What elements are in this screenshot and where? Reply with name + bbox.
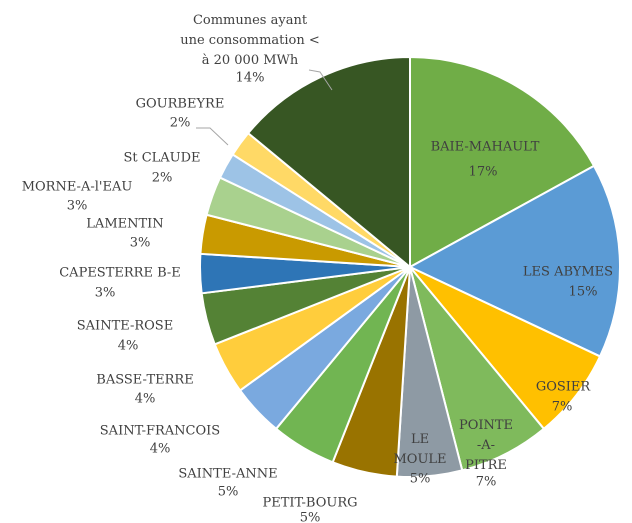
category-label: POINTE -A-PITRE	[459, 418, 513, 473]
category-label: CAPESTERRE B-E	[59, 266, 181, 281]
leader-line	[196, 127, 229, 146]
value-label: 4%	[118, 339, 139, 354]
value-label: 4%	[150, 442, 171, 457]
value-label: 15%	[569, 285, 598, 300]
category-label: SAINT-FRANCOIS	[100, 424, 220, 439]
category-label: MORNE-A-l'EAU	[22, 180, 133, 195]
value-label: 7%	[552, 400, 573, 415]
category-label: GOURBEYRE	[136, 97, 225, 112]
value-label: 5%	[300, 511, 321, 523]
value-label: 14%	[236, 71, 265, 86]
value-label: 4%	[135, 392, 156, 407]
category-label: LAMENTIN	[86, 217, 163, 232]
value-label: 7%	[476, 475, 497, 490]
pie-slice	[409, 55, 596, 269]
value-label: 5%	[218, 485, 239, 500]
slices	[199, 55, 621, 478]
pie-slice	[246, 55, 411, 270]
value-label: 3%	[95, 286, 116, 301]
value-label: 2%	[170, 116, 191, 131]
category-label: Communes ayant une consommation < à 20 000…	[180, 13, 320, 68]
pie-slice	[407, 164, 621, 358]
category-label: SAINTE-ROSE	[77, 319, 173, 334]
value-label: 2%	[152, 171, 173, 186]
category-label: GOSIER	[536, 380, 592, 395]
category-label: LE MOULE	[393, 432, 446, 467]
category-label: BASSE-TERRE	[96, 373, 193, 388]
value-label: 3%	[67, 199, 88, 214]
category-label: SAINTE-ANNE	[178, 467, 277, 482]
category-label: St CLAUDE	[123, 151, 200, 166]
value-label: 3%	[130, 236, 151, 251]
value-label: 17%	[469, 165, 498, 180]
category-label: BAIE-MAHAULT	[431, 140, 540, 155]
value-label: 5%	[410, 472, 431, 487]
category-label: PETIT-BOURG	[262, 496, 357, 511]
leader-line	[308, 69, 333, 91]
category-label: LES ABYMES	[523, 265, 613, 280]
